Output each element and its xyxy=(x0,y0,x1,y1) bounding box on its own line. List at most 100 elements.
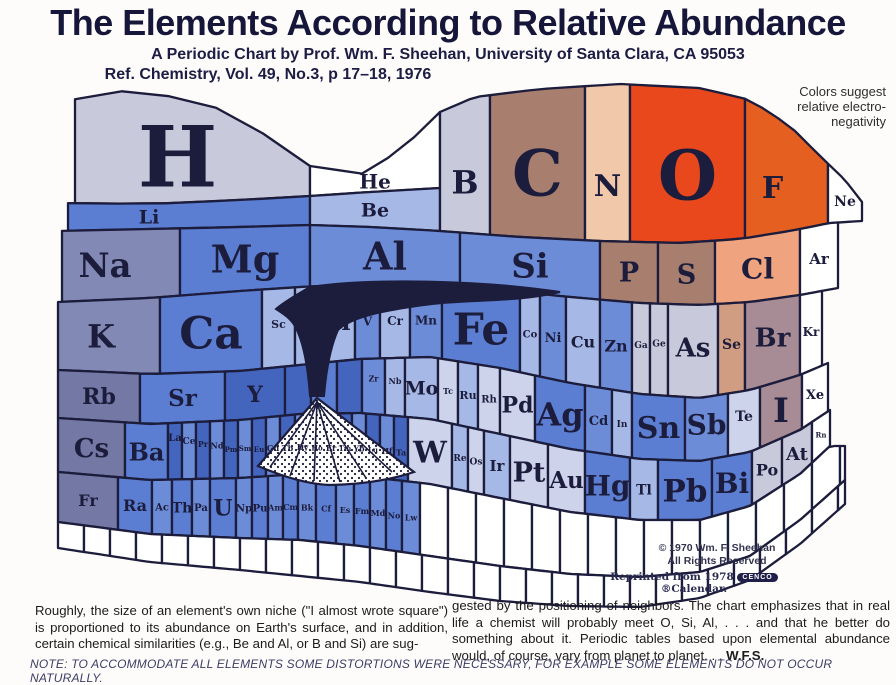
element-symbol-Eu: Eu xyxy=(254,445,264,454)
page-title: The Elements According to Relative Abund… xyxy=(50,2,846,43)
legend-line1: Colors suggest xyxy=(799,84,886,99)
element-symbol-Mg: Mg xyxy=(211,236,280,281)
element-symbol-Be: Be xyxy=(361,199,389,221)
element-symbol-Mo: Mo xyxy=(405,378,439,400)
element-symbol-Pr: Pr xyxy=(198,439,209,449)
empty-cell xyxy=(474,492,506,568)
ink-funnel-shape xyxy=(274,280,561,397)
element-symbol-Sn: Sn xyxy=(637,411,681,446)
legend-line3: negativity xyxy=(831,114,886,129)
subtitle-line2: Ref. Chemistry, Vol. 49, No.3, p 17–18, … xyxy=(104,66,432,83)
element-symbol-Bk: Bk xyxy=(301,502,314,512)
empty-cell xyxy=(212,535,242,572)
element-symbol-H: H xyxy=(138,107,217,206)
element-symbol-Se: Se xyxy=(722,337,741,353)
empty-cell xyxy=(264,537,294,577)
element-labels: H He Li Be B C N O F Ne Na Mg Al Si P S Cl Ar K Ca Sc Ti V Cr Mn… xyxy=(74,107,856,522)
empty-cell xyxy=(838,444,847,486)
element-symbol-Cs: Cs xyxy=(74,434,109,464)
element-symbol-Sc: Sc xyxy=(271,318,286,331)
element-symbol-Ta: Ta xyxy=(396,448,406,458)
element-symbol-Y: Y xyxy=(246,382,263,408)
cenco-logo: CENCO xyxy=(737,573,778,582)
empty-cell xyxy=(586,512,618,578)
element-symbol-Ra: Ra xyxy=(123,496,147,515)
subtitle-line1: A Periodic Chart by Prof. Wm. F. Sheehan… xyxy=(151,46,745,63)
empty-cell xyxy=(238,536,268,574)
element-symbol-Ge: Ge xyxy=(652,340,666,350)
element-symbol-V: V xyxy=(362,315,373,329)
element-symbol-Tl: Tl xyxy=(636,483,652,499)
element-cell-Ce xyxy=(180,420,198,481)
element-symbol-F: F xyxy=(762,171,783,206)
element-symbol-As: As xyxy=(675,334,711,364)
element-symbol-Ga: Ga xyxy=(634,341,648,351)
empty-cell xyxy=(836,478,847,512)
fan-lines xyxy=(269,401,393,483)
element-symbol-Lw: Lw xyxy=(405,512,419,522)
element-cell-N xyxy=(583,82,632,243)
empty-cell xyxy=(316,540,346,582)
element-symbol-Ho: Ho xyxy=(311,444,323,453)
copyright-block: © 1970 Wm. F. Sheehan All Rights Reserve… xyxy=(638,542,796,568)
element-symbol-Hg: Hg xyxy=(584,469,630,502)
element-cell-Pr xyxy=(194,420,212,481)
element-symbol-K: K xyxy=(87,318,116,356)
empty-cell xyxy=(502,497,534,571)
element-symbol-Nb: Nb xyxy=(389,376,402,386)
stipple-fan-shape xyxy=(256,396,417,487)
element-symbol-Gd: Gd xyxy=(267,443,280,453)
element-symbol-Tb: Tb xyxy=(282,443,294,453)
element-symbol-Ti: Ti xyxy=(324,307,351,336)
element-cells xyxy=(56,82,864,609)
bottom-note: NOTE: TO ACCOMMODATE ALL ELEMENTS SOME D… xyxy=(30,657,833,685)
empty-cell xyxy=(418,481,450,560)
element-symbol-S: S xyxy=(677,259,697,290)
element-symbol-Ru: Ru xyxy=(459,389,476,402)
element-cell-Zr xyxy=(360,357,387,417)
element-symbol-Sr: Sr xyxy=(168,385,198,412)
element-symbol-Cf: Cf xyxy=(321,504,331,514)
element-symbol-Pu: Pu xyxy=(253,503,268,514)
empty-cell xyxy=(56,520,86,554)
element-symbol-Hf: Hf xyxy=(382,446,394,456)
element-symbol-Zr: Zr xyxy=(368,373,379,383)
empty-cell xyxy=(530,503,562,575)
element-cell-Nb xyxy=(383,356,407,419)
element-symbol-Sb: Sb xyxy=(687,409,727,442)
element-symbol-Ac: Ac xyxy=(154,503,169,514)
element-symbol-Rb: Rb xyxy=(82,384,116,410)
element-symbol-Ba: Ba xyxy=(129,437,165,466)
element-symbol-Tc: Tc xyxy=(443,386,453,396)
empty-cell xyxy=(108,527,138,562)
element-symbol-He: He xyxy=(359,170,391,194)
element-symbol-Am: Am xyxy=(267,502,283,512)
element-symbol-Al: Al xyxy=(362,233,407,278)
element-symbol-Rn: Rn xyxy=(816,431,827,440)
element-symbol-Br: Br xyxy=(755,323,791,353)
empty-cell xyxy=(472,561,502,603)
element-symbol-Pd: Pd xyxy=(502,393,534,419)
element-cell-F xyxy=(743,97,830,240)
element-symbol-Re: Re xyxy=(453,454,466,464)
element-symbol-Te: Te xyxy=(735,409,753,425)
element-symbol-Es: Es xyxy=(340,505,351,515)
element-symbol-La: La xyxy=(168,433,182,444)
element-symbol-Np: Np xyxy=(236,504,252,515)
element-symbol-N: N xyxy=(594,169,621,204)
element-symbol-Ne: Ne xyxy=(834,194,856,210)
element-symbol-Au: Au xyxy=(548,467,584,494)
caption-right-text: gested by the positioning of neighbors. … xyxy=(452,598,890,663)
element-symbol-Cd: Cd xyxy=(589,414,608,429)
element-symbol-Yb: Yb xyxy=(352,443,365,453)
element-symbol-Fm: Fm xyxy=(355,506,370,516)
element-symbol-I: I xyxy=(773,391,789,431)
empty-cell xyxy=(394,549,424,593)
element-symbol-Ir: Ir xyxy=(490,457,506,475)
element-symbol-Bi: Bi xyxy=(715,467,749,500)
element-symbol-At: At xyxy=(785,444,809,465)
element-symbol-Zn: Zn xyxy=(604,336,628,355)
empty-cell xyxy=(368,546,398,589)
